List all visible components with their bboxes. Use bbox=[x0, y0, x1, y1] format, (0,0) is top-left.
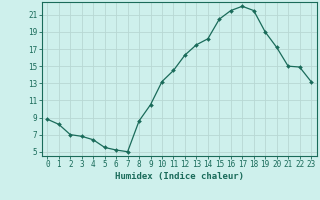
X-axis label: Humidex (Indice chaleur): Humidex (Indice chaleur) bbox=[115, 172, 244, 181]
